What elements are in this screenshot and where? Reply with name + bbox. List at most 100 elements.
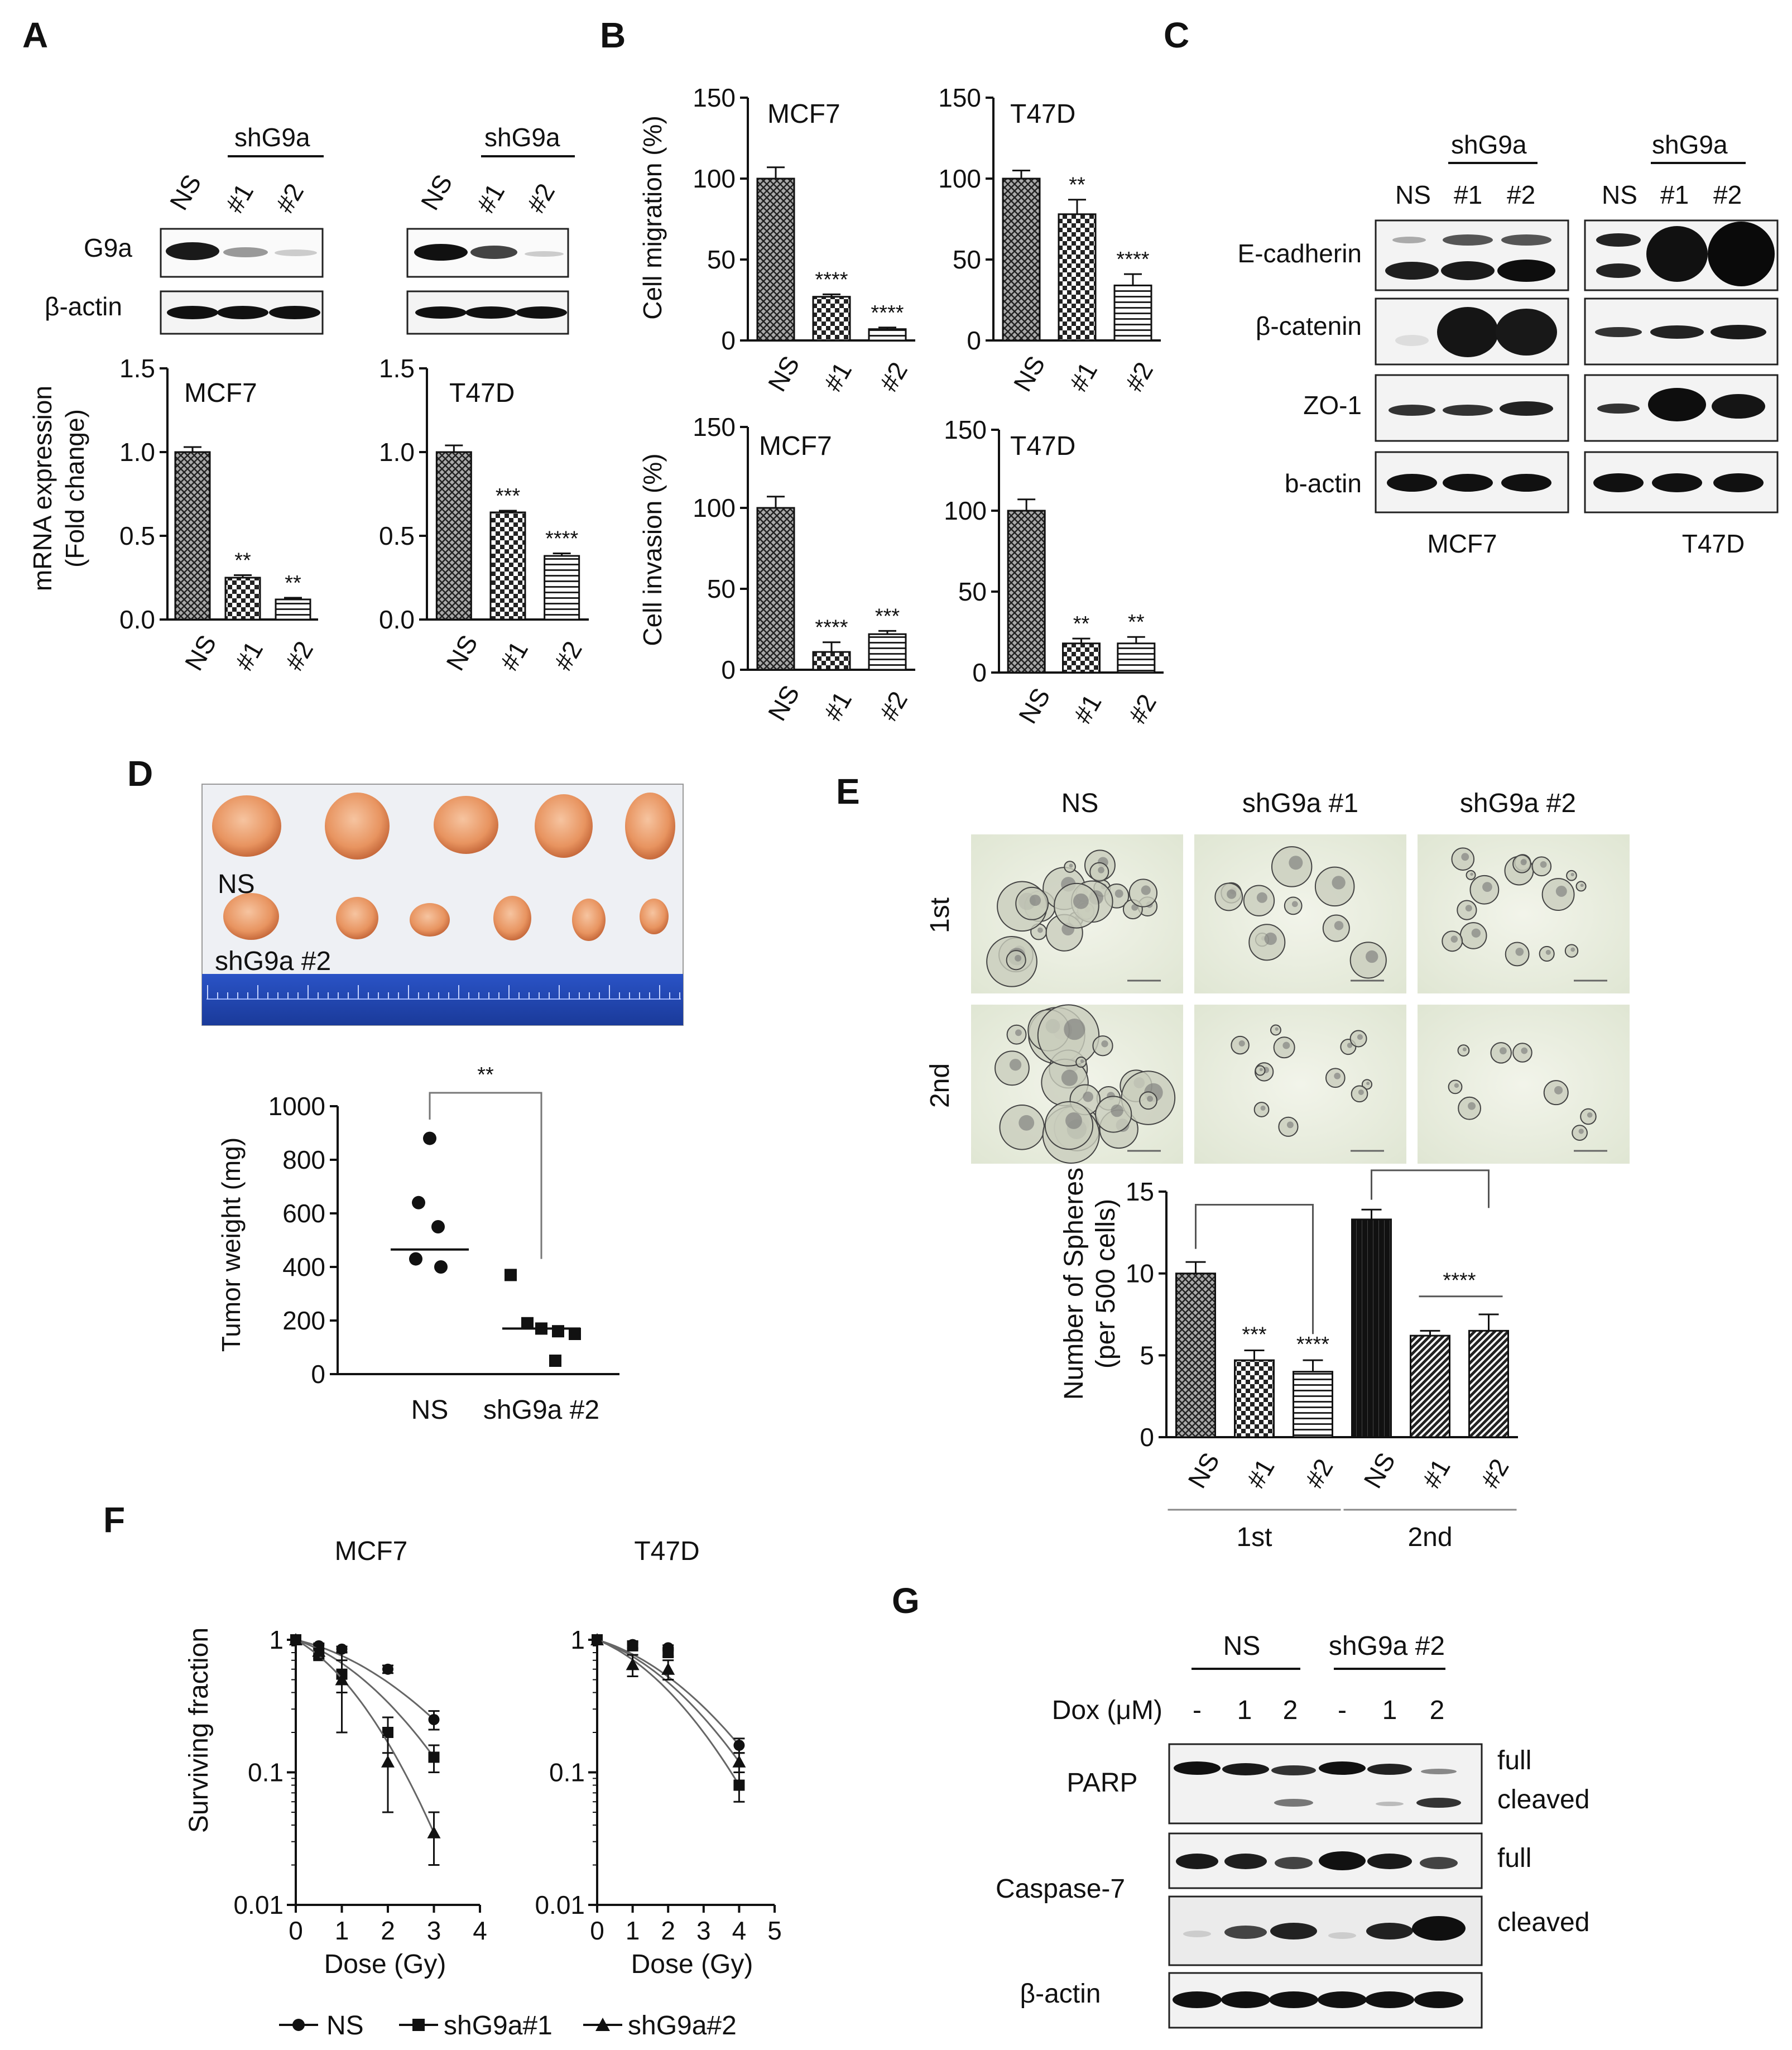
sphere-core <box>1098 867 1104 873</box>
x-tick-label: NS <box>1013 683 1056 728</box>
data-point <box>627 1640 638 1651</box>
x-tick-label: #2 <box>1122 689 1162 728</box>
bar <box>812 296 851 342</box>
panel-f: MCF7 T47D Surviving fraction Dose (Gy) D… <box>184 1537 753 1979</box>
bar <box>1293 1371 1333 1438</box>
a-ylabel-2: (Fold change) <box>60 409 89 568</box>
sig-label: **** <box>545 527 578 551</box>
sphere-core <box>1101 1040 1108 1048</box>
sphere-core <box>1256 892 1267 903</box>
sphere-core <box>1065 1112 1082 1129</box>
y-tick-label: 0 <box>721 655 736 684</box>
g-group-shg9a2: shG9a #2 <box>1329 1631 1445 1661</box>
y-tick-label: 50 <box>707 574 736 603</box>
chart-title: MCF7 <box>767 99 840 129</box>
data-point <box>428 1751 440 1763</box>
chart-a-t47d: 0.0 0.5 1.0 1.5 NS *** #1 **** #2 T47D <box>379 354 589 675</box>
sphere-core <box>1465 905 1472 912</box>
y-tick-label: 0.5 <box>119 521 155 550</box>
data-point <box>521 1317 534 1329</box>
sphere-core <box>1289 856 1303 870</box>
g-right-cleaved-2: cleaved <box>1497 1908 1589 1937</box>
y-tick-label: 0 <box>972 658 987 687</box>
b-ylabel-migration: Cell migration (%) <box>638 116 667 320</box>
y-tick-label: 1 <box>269 1625 284 1654</box>
fit-curve <box>597 1639 740 1763</box>
fit-curve <box>597 1639 740 1786</box>
sphere-core <box>1073 893 1089 909</box>
x-tick-label: #1 <box>818 357 858 396</box>
c-lane-2-2: #2 <box>1713 180 1742 209</box>
bar <box>812 651 851 671</box>
shg9a-label: shG9a <box>234 123 310 152</box>
legend-marker-ns <box>292 2019 305 2031</box>
y-tick-label: 15 <box>1126 1177 1154 1206</box>
data-point <box>431 1220 445 1233</box>
y-tick-label: 0 <box>311 1360 325 1389</box>
chart-b-t47d-migration: 0 50 100 150 NS ** #1 **** #2 T47D <box>938 83 1161 396</box>
x-tick-label: NS <box>1358 1448 1401 1493</box>
bar <box>174 451 211 621</box>
sphere-core <box>1141 885 1151 895</box>
e-col-shg9a2: shG9a #2 <box>1460 789 1576 818</box>
bracket <box>1195 1203 1314 1334</box>
sphere-core <box>1520 859 1527 866</box>
e-col-shg9a1: shG9a #1 <box>1242 789 1358 818</box>
sphere-core <box>1471 928 1481 938</box>
chart-d-tumor-weight: 0 200 400 600 800 1000 NS shG9a #2 ** <box>268 1063 619 1425</box>
y-tick-label: 0.0 <box>119 605 155 634</box>
sphere-core <box>1461 853 1469 861</box>
sphere-core <box>1470 872 1473 876</box>
sphere-core <box>1334 1072 1341 1079</box>
g-right-full-2: full <box>1497 1843 1531 1873</box>
y-tick-label: 0 <box>721 326 736 355</box>
panel-a: shG9a NS #1 #2 G9a β-actin shG9a NS #1 #… <box>28 123 575 591</box>
bar <box>275 598 311 621</box>
g-dox-6: 2 <box>1430 1696 1445 1725</box>
sphere-core <box>1264 932 1277 945</box>
data-point <box>552 1325 564 1338</box>
sig-label: **** <box>815 268 848 291</box>
sig-label: *** <box>1242 1323 1267 1347</box>
y-tick-label: 100 <box>693 493 736 522</box>
sphere-core <box>1468 1102 1476 1110</box>
y-tick-label: 1.0 <box>379 438 415 467</box>
chart-title: T47D <box>1010 431 1075 461</box>
sig-label: **** <box>1296 1333 1329 1356</box>
x-tick-label: #1 <box>229 636 269 675</box>
sphere-core <box>1334 921 1344 930</box>
c-row-bcatenin: β-catenin <box>1256 311 1362 340</box>
g-dox-1: - <box>1193 1696 1202 1725</box>
bar <box>756 177 795 342</box>
sphere-core <box>1554 1086 1563 1094</box>
panel-letter-c: C <box>1164 15 1189 55</box>
x-tick-label: NS <box>440 630 483 675</box>
sphere-core <box>1015 1029 1022 1036</box>
y-tick-label: 200 <box>282 1306 325 1335</box>
c-row-zo1: ZO-1 <box>1303 391 1362 420</box>
bar <box>1410 1334 1450 1438</box>
d-ylabel: Tumor weight (mg) <box>217 1137 246 1352</box>
panel-c: shG9a shG9a NS #1 #2 NS #1 #2 E-cadherin… <box>1238 130 1779 558</box>
panel-e: NS shG9a #1 shG9a #2 1st 2nd Number of S… <box>925 789 1630 1400</box>
sphere-core <box>1450 935 1458 943</box>
x-tick-label: NS <box>1008 351 1051 396</box>
x-tick-label: shG9a #2 <box>483 1395 599 1425</box>
sphere-core <box>1332 876 1346 890</box>
bar <box>1062 642 1101 674</box>
data-point <box>662 1647 674 1659</box>
g-dox-2: 1 <box>1237 1696 1252 1725</box>
bar <box>435 451 472 621</box>
sphere-core <box>1366 1082 1370 1086</box>
panel-d: NS shG9a #2 Tumor weight (mg) <box>201 784 684 1352</box>
bar <box>1175 1273 1216 1438</box>
lane-1-2: #1 <box>471 179 511 218</box>
chart-title: MCF7 <box>184 378 257 408</box>
sig-label: *** <box>496 484 521 508</box>
panel-b: Cell migration (%) Cell invasion (%) <box>638 116 667 646</box>
y-tick-label: 50 <box>958 577 987 606</box>
y-tick-label: 0.01 <box>535 1890 585 1919</box>
photo-label-shg9a2: shG9a #2 <box>215 947 331 976</box>
sphere-core <box>1131 904 1138 911</box>
x-tick-label: NS <box>1182 1448 1225 1493</box>
